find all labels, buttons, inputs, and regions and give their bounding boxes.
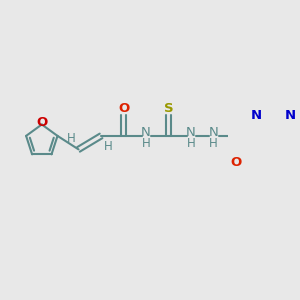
Text: O: O [118,102,129,116]
Text: N: N [209,126,218,139]
Text: H: H [142,137,151,150]
Text: N: N [251,109,262,122]
Text: N: N [141,126,151,139]
Text: H: H [67,132,75,146]
Text: N: N [285,109,296,122]
Text: N: N [186,126,196,139]
Text: H: H [104,140,113,153]
Text: O: O [230,156,242,170]
Text: H: H [209,137,218,150]
Text: S: S [164,102,173,116]
Text: H: H [187,137,196,150]
Text: O: O [36,116,47,130]
